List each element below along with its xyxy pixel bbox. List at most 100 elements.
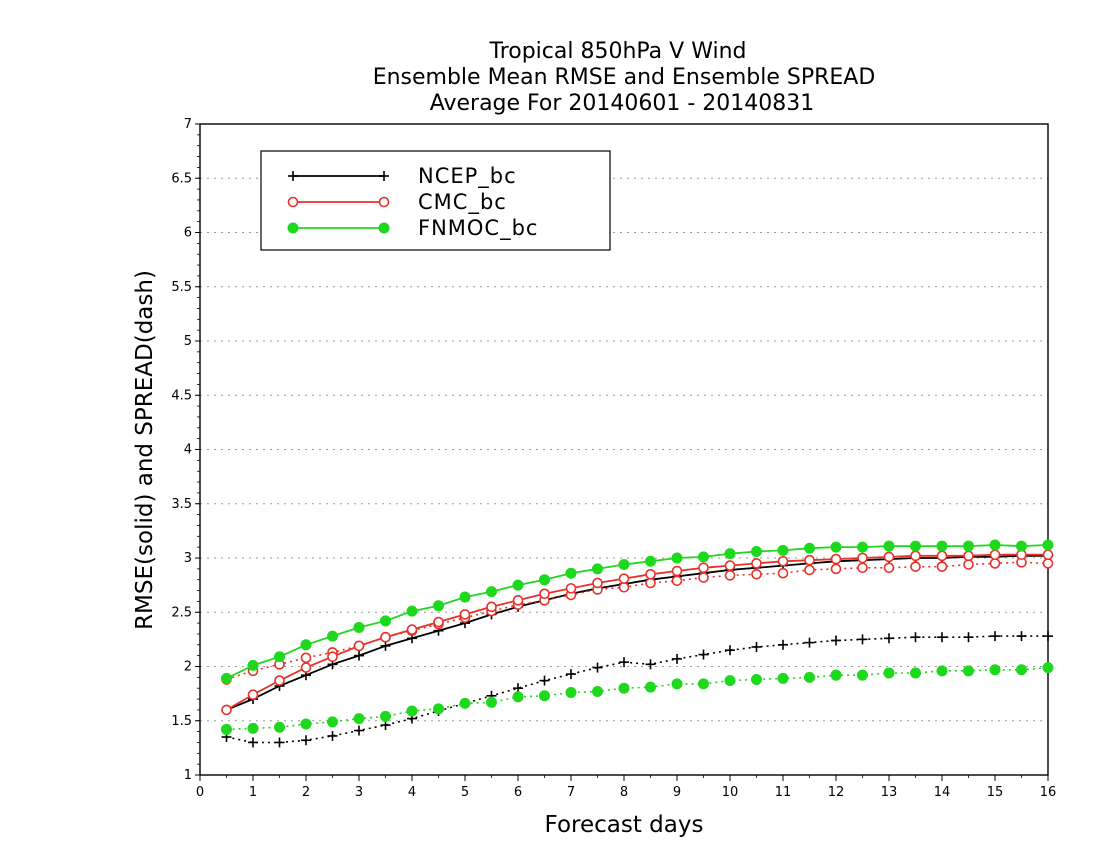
data-point-cmc-bc-spread bbox=[724, 570, 736, 581]
data-point-fnmoc-bc-spread bbox=[433, 703, 444, 715]
data-point-fnmoc-bc-spread bbox=[857, 669, 868, 681]
legend-marker-fnmoc-bc bbox=[287, 222, 299, 234]
data-point-fnmoc-bc-spread bbox=[671, 678, 683, 690]
data-point-cmc-bc-rmse bbox=[724, 560, 736, 571]
data-point-cmc-bc-rmse bbox=[804, 554, 815, 566]
data-point-fnmoc-bc-rmse bbox=[910, 540, 921, 552]
legend-marker-cmc-bc bbox=[287, 196, 299, 208]
data-point-cmc-bc-rmse bbox=[1042, 549, 1054, 561]
data-point-cmc-bc-spread bbox=[671, 575, 683, 587]
x-tick-label: 9 bbox=[673, 785, 681, 800]
y-tick-label: 3.5 bbox=[171, 497, 192, 512]
y-tick-label: 2 bbox=[184, 660, 192, 675]
y-tick-label: 4.5 bbox=[171, 388, 192, 403]
data-point-fnmoc-bc-rmse bbox=[592, 563, 603, 575]
x-tick-label: 8 bbox=[620, 785, 628, 800]
data-point-ncep-bc-spread bbox=[274, 737, 285, 748]
data-point-fnmoc-bc-rmse bbox=[274, 651, 285, 663]
data-point-cmc-bc-rmse bbox=[671, 565, 683, 577]
data-point-fnmoc-bc-spread bbox=[486, 696, 497, 708]
data-point-fnmoc-bc-spread bbox=[936, 665, 948, 677]
data-point-ncep-bc-spread bbox=[831, 635, 841, 646]
y-axis-label: RMSE(solid) and SPREAD(dash) bbox=[132, 270, 158, 630]
data-point-cmc-bc-rmse bbox=[353, 640, 365, 652]
data-point-cmc-bc-rmse bbox=[777, 555, 789, 567]
data-point-ncep-bc-spread bbox=[884, 633, 894, 644]
data-point-fnmoc-bc-rmse bbox=[539, 574, 550, 586]
data-point-cmc-bc-spread bbox=[910, 561, 921, 572]
data-point-cmc-bc-rmse bbox=[618, 573, 630, 584]
data-point-fnmoc-bc-rmse bbox=[380, 615, 391, 627]
data-point-ncep-bc-rmse bbox=[380, 640, 391, 651]
data-point-cmc-bc-rmse bbox=[300, 662, 312, 673]
data-point-fnmoc-bc-rmse bbox=[936, 540, 948, 552]
data-point-fnmoc-bc-rmse bbox=[486, 586, 497, 598]
x-tick-label: 13 bbox=[881, 785, 898, 800]
data-point-cmc-bc-spread bbox=[883, 562, 895, 574]
data-point-cmc-bc-rmse bbox=[989, 549, 1001, 561]
legend-marker-fnmoc-bc bbox=[378, 222, 390, 234]
series-line-cmc-bc-spread bbox=[226, 561, 1049, 681]
data-point-fnmoc-bc-spread bbox=[247, 722, 259, 734]
data-point-cmc-bc-rmse bbox=[247, 689, 259, 701]
data-point-ncep-bc-spread bbox=[937, 632, 947, 643]
chart-title-line-2: Ensemble Mean RMSE and Ensemble SPREAD bbox=[373, 65, 876, 90]
data-point-cmc-bc-rmse bbox=[830, 553, 842, 565]
data-point-cmc-bc-rmse bbox=[406, 624, 418, 635]
data-point-cmc-bc-spread bbox=[698, 572, 709, 583]
data-point-fnmoc-bc-rmse bbox=[459, 591, 471, 603]
data-point-fnmoc-bc-rmse bbox=[565, 567, 577, 579]
data-point-ncep-bc-spread bbox=[327, 730, 338, 741]
data-point-fnmoc-bc-rmse bbox=[883, 540, 895, 552]
data-point-fnmoc-bc-spread bbox=[1016, 664, 1027, 676]
data-point-fnmoc-bc-rmse bbox=[963, 540, 974, 552]
data-point-cmc-bc-rmse bbox=[936, 550, 948, 562]
data-point-fnmoc-bc-rmse bbox=[751, 545, 762, 557]
data-point-ncep-bc-spread bbox=[910, 632, 921, 643]
legend-box bbox=[260, 150, 611, 251]
data-point-fnmoc-bc-spread bbox=[1042, 662, 1054, 674]
data-point-fnmoc-bc-rmse bbox=[698, 551, 709, 563]
legend-marker-cmc-bc bbox=[378, 196, 390, 208]
data-point-fnmoc-bc-rmse bbox=[804, 542, 815, 554]
data-point-cmc-bc-rmse bbox=[857, 552, 868, 564]
x-axis-label: Forecast days bbox=[545, 812, 704, 838]
data-point-ncep-bc-spread bbox=[645, 659, 656, 670]
data-point-fnmoc-bc-spread bbox=[804, 671, 815, 683]
data-point-ncep-bc-spread bbox=[963, 632, 974, 643]
y-tick-label: 5 bbox=[184, 334, 192, 349]
data-point-fnmoc-bc-spread bbox=[300, 718, 312, 730]
legend-label-cmc-bc: CMC_bc bbox=[418, 190, 507, 215]
chart-title: Tropical 850hPa V Wind Ensemble Mean RMS… bbox=[373, 39, 876, 116]
y-tick-label: 1.5 bbox=[171, 714, 192, 729]
data-point-fnmoc-bc-rmse bbox=[989, 539, 1001, 551]
data-point-cmc-bc-rmse bbox=[698, 562, 709, 574]
data-point-fnmoc-bc-rmse bbox=[327, 630, 338, 642]
data-point-cmc-bc-spread bbox=[777, 567, 789, 579]
data-point-fnmoc-bc-spread bbox=[406, 705, 418, 717]
data-point-ncep-bc-rmse bbox=[354, 650, 364, 661]
data-point-fnmoc-bc-spread bbox=[777, 672, 789, 684]
data-point-cmc-bc-rmse bbox=[327, 651, 338, 663]
data-point-cmc-bc-rmse bbox=[751, 558, 762, 569]
data-point-fnmoc-bc-spread bbox=[830, 669, 842, 681]
x-tick-label: 7 bbox=[567, 785, 575, 800]
data-point-fnmoc-bc-rmse bbox=[353, 621, 365, 633]
series-line-ncep-bc-rmse bbox=[226, 554, 1048, 711]
data-point-cmc-bc-spread bbox=[1042, 558, 1054, 569]
data-point-cmc-bc-spread bbox=[936, 561, 948, 572]
data-point-fnmoc-bc-spread bbox=[724, 675, 736, 687]
y-tick-label: 6.5 bbox=[171, 171, 192, 186]
data-point-fnmoc-bc-spread bbox=[353, 713, 365, 725]
data-point-fnmoc-bc-spread bbox=[565, 687, 577, 699]
data-point-ncep-bc-spread bbox=[539, 675, 550, 686]
data-point-fnmoc-bc-rmse bbox=[724, 548, 736, 560]
data-point-cmc-bc-spread bbox=[830, 563, 842, 575]
x-tick-label: 1 bbox=[249, 785, 257, 800]
data-point-ncep-bc-spread bbox=[990, 631, 1000, 642]
data-point-fnmoc-bc-rmse bbox=[300, 639, 312, 651]
data-point-ncep-bc-spread bbox=[1043, 631, 1053, 642]
x-tick-label: 5 bbox=[461, 785, 469, 800]
data-point-fnmoc-bc-rmse bbox=[247, 659, 259, 671]
